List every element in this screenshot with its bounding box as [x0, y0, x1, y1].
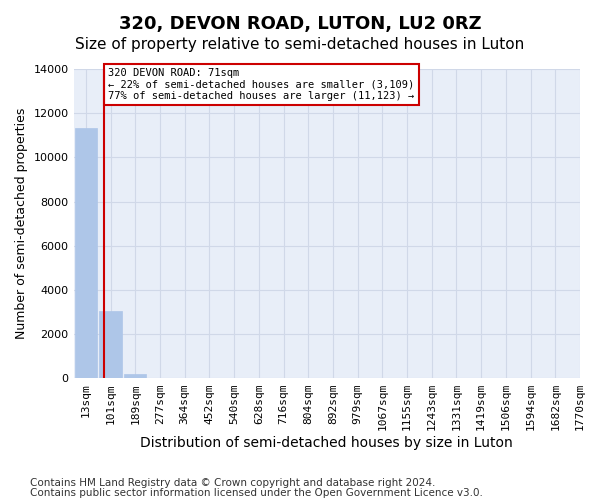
Text: 320 DEVON ROAD: 71sqm
← 22% of semi-detached houses are smaller (3,109)
77% of s: 320 DEVON ROAD: 71sqm ← 22% of semi-deta… [108, 68, 415, 101]
Bar [75, 128, 97, 378]
X-axis label: Distribution of semi-detached houses by size in Luton: Distribution of semi-detached houses by … [140, 436, 513, 450]
Text: 320, DEVON ROAD, LUTON, LU2 0RZ: 320, DEVON ROAD, LUTON, LU2 0RZ [119, 15, 481, 33]
Text: Contains public sector information licensed under the Open Government Licence v3: Contains public sector information licen… [30, 488, 483, 498]
Bar [100, 311, 122, 378]
Y-axis label: Number of semi-detached properties: Number of semi-detached properties [15, 108, 28, 340]
Text: Contains HM Land Registry data © Crown copyright and database right 2024.: Contains HM Land Registry data © Crown c… [30, 478, 436, 488]
Bar [124, 374, 146, 378]
Text: Size of property relative to semi-detached houses in Luton: Size of property relative to semi-detach… [76, 38, 524, 52]
